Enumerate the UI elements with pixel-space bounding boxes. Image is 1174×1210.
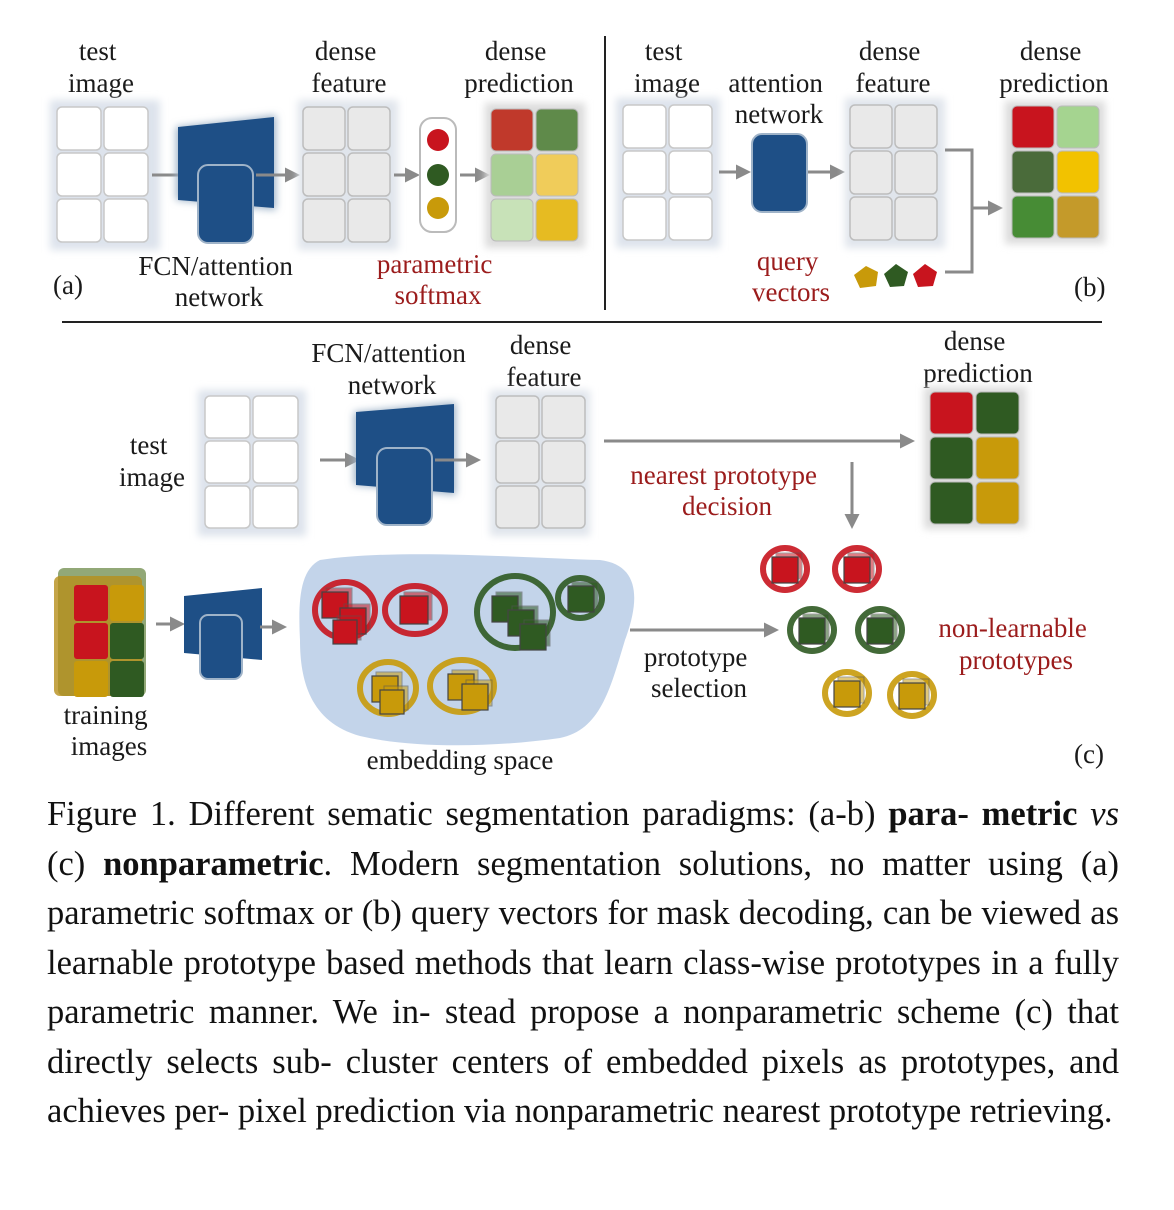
embedded-pixel-cube bbox=[519, 619, 551, 651]
attention-network-block bbox=[751, 133, 808, 213]
test-image-label: test image bbox=[68, 36, 134, 98]
caption-text-2 bbox=[1077, 795, 1090, 833]
dense-feature-grid-b bbox=[845, 98, 945, 248]
prediction-cell bbox=[535, 198, 579, 242]
prediction-cell bbox=[975, 391, 1020, 435]
prediction-cell bbox=[975, 481, 1020, 525]
prediction-cell bbox=[535, 153, 579, 197]
dense-prediction-grid bbox=[485, 103, 585, 248]
dense-prediction-grid-b bbox=[1005, 101, 1105, 244]
prediction-cell bbox=[1011, 105, 1055, 149]
dense-prediction-label-b: dense prediction bbox=[999, 36, 1109, 98]
prediction-cell bbox=[929, 391, 974, 435]
embedded-pixel-cube bbox=[379, 685, 409, 715]
prediction-cell bbox=[929, 481, 974, 525]
attention-network-label: attention network bbox=[728, 68, 829, 129]
caption-italic-vs: vs bbox=[1090, 795, 1119, 833]
embedded-pixel-cube bbox=[833, 676, 865, 708]
nearest-prototype-label: nearest prototype decision bbox=[630, 460, 823, 521]
test-image-label-b: test image bbox=[634, 36, 700, 98]
network-block-c bbox=[354, 402, 456, 526]
dense-prediction-grid-c bbox=[924, 387, 1026, 529]
test-image-grid bbox=[50, 100, 160, 250]
dense-feature-grid bbox=[298, 100, 398, 250]
prototype-clusters bbox=[312, 573, 605, 717]
prediction-cell bbox=[490, 153, 534, 197]
softmax-label: parametric softmax bbox=[377, 249, 499, 310]
prediction-cell bbox=[535, 108, 579, 152]
panel-c: FCN/attention network dense feature dens… bbox=[54, 326, 1104, 775]
query-vectors-shapes bbox=[854, 264, 937, 288]
caption-text-4: . Modern segmentation solutions, no matt… bbox=[47, 844, 1119, 1131]
caption-text-1: Figure 1. Different sematic segmentation… bbox=[47, 795, 889, 833]
test-image-grid-b bbox=[616, 98, 720, 248]
test-image-label-c: test image bbox=[119, 430, 185, 492]
training-images-stack bbox=[54, 568, 146, 697]
caption-bold-nonparametric: nonparametric bbox=[103, 844, 324, 883]
embedded-pixel-cube bbox=[567, 581, 599, 613]
prediction-cell bbox=[975, 436, 1020, 480]
training-network-block bbox=[184, 588, 262, 680]
embedded-pixel-cube bbox=[399, 591, 433, 625]
embedded-pixel-cube bbox=[898, 678, 930, 710]
caption-text-3: (c) bbox=[47, 844, 104, 883]
panel-a-tag: (a) bbox=[53, 270, 83, 300]
prediction-cell bbox=[1056, 105, 1100, 149]
panel-b-tag: (b) bbox=[1074, 272, 1105, 302]
dense-prediction-label-c: dense prediction bbox=[923, 326, 1033, 388]
dense-prediction-label: dense prediction bbox=[464, 36, 574, 98]
embedded-pixel-cube bbox=[332, 615, 362, 645]
panel-a: test image FCN/attention network dense f… bbox=[50, 36, 585, 312]
prediction-cell bbox=[490, 198, 534, 242]
non-learnable-prototypes-label: non-learnable prototypes bbox=[938, 613, 1093, 675]
training-images-label: training images bbox=[64, 700, 155, 761]
embedded-pixel-cube bbox=[866, 613, 898, 645]
caption-bold-parametric: para- metric bbox=[888, 795, 1078, 833]
prediction-cell bbox=[1011, 195, 1055, 239]
network-label: FCN/attention network bbox=[138, 251, 299, 312]
prediction-cell bbox=[929, 436, 974, 480]
network-label-c: FCN/attention network bbox=[311, 338, 472, 400]
dense-feature-label-c: dense feature bbox=[507, 330, 582, 392]
prediction-cell bbox=[1056, 150, 1100, 194]
test-image-grid-c bbox=[198, 390, 306, 536]
panel-b: test image attention network dense featu… bbox=[616, 36, 1109, 307]
prediction-cell bbox=[1011, 150, 1055, 194]
dense-feature-label-b: dense feature bbox=[856, 36, 931, 98]
embedded-pixel-cube bbox=[461, 679, 493, 711]
selected-prototypes bbox=[760, 545, 937, 719]
softmax-traffic-light bbox=[419, 117, 457, 233]
network-block bbox=[176, 115, 276, 244]
figure-diagram: test image FCN/attention network dense f… bbox=[50, 36, 1109, 775]
prototype-selection-label: prototype selection bbox=[644, 642, 754, 703]
embedded-pixel-cube bbox=[771, 552, 803, 584]
panel-c-tag: (c) bbox=[1074, 739, 1104, 769]
query-vectors-label: query vectors bbox=[752, 246, 830, 307]
prediction-cell bbox=[490, 108, 534, 152]
embedding-space-label: embedding space bbox=[367, 745, 554, 775]
embedded-pixel-cube bbox=[843, 552, 875, 584]
prediction-cell bbox=[1056, 195, 1100, 239]
figure-caption: Figure 1. Different sematic segmentation… bbox=[47, 790, 1119, 1137]
dense-feature-label: dense feature bbox=[312, 36, 387, 98]
embedded-pixel-cube bbox=[798, 613, 830, 645]
dense-feature-grid-c bbox=[490, 390, 590, 536]
